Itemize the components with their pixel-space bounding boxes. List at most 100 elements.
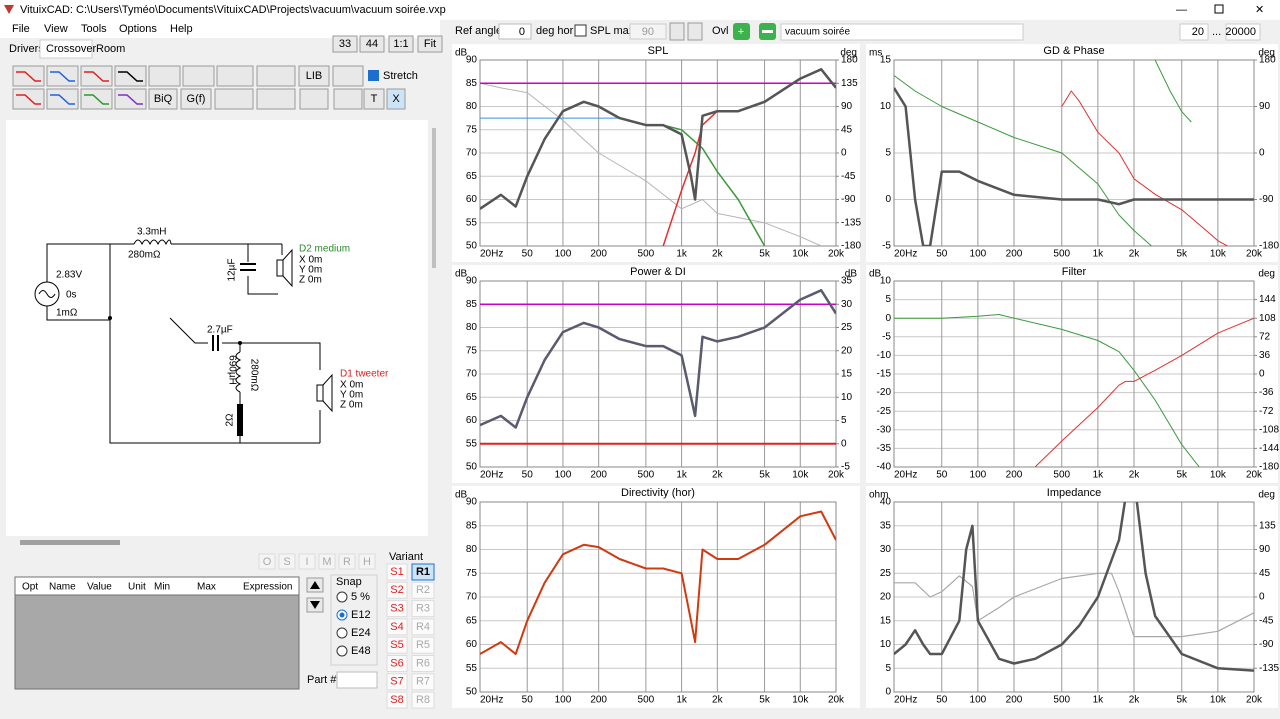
variant-r-label[interactable]: R4	[416, 621, 430, 633]
variant-s-label[interactable]: S2	[390, 584, 403, 596]
param-button[interactable]	[258, 553, 276, 570]
param-button-label[interactable]: H	[363, 556, 371, 568]
zoom-button[interactable]	[359, 35, 385, 53]
minimize-button[interactable]: —	[1176, 4, 1187, 16]
schematic-vscroll[interactable]	[432, 128, 436, 268]
r1-value[interactable]: 2Ω	[225, 413, 236, 427]
toolbar-label[interactable]: G(f)	[187, 93, 206, 105]
variant-s-button[interactable]	[386, 636, 408, 654]
variant-r-label[interactable]: R1	[416, 566, 430, 578]
toolbar-button[interactable]	[333, 88, 363, 110]
schematic-hscroll[interactable]	[20, 540, 120, 545]
menu-item[interactable]: Tools	[81, 23, 107, 35]
d2-name[interactable]: D2 medium	[299, 244, 350, 255]
toolbar-button[interactable]	[298, 65, 330, 87]
variant-s-label[interactable]: S8	[390, 694, 403, 706]
variant-r-label[interactable]: R7	[416, 676, 430, 688]
f-max[interactable]: 20000	[1225, 26, 1256, 38]
variant-s-label[interactable]: S7	[390, 676, 403, 688]
spl-max-checkbox[interactable]	[574, 24, 587, 37]
variant-r-button[interactable]	[411, 600, 435, 618]
snap-radio[interactable]	[336, 627, 348, 639]
toolbar-button[interactable]	[182, 65, 215, 87]
variant-r-label[interactable]: R2	[416, 584, 430, 596]
variant-r-label[interactable]: R6	[416, 657, 430, 669]
zoom-button-label[interactable]: 1:1	[393, 38, 408, 50]
toolbar-label[interactable]: X	[392, 93, 400, 105]
d1-name[interactable]: D1 tweeter	[340, 369, 389, 380]
tab[interactable]: Room	[96, 43, 125, 55]
snap-option[interactable]: E48	[351, 645, 371, 657]
variant-r-button[interactable]	[411, 618, 435, 636]
f-max-input[interactable]	[1225, 23, 1261, 41]
variant-s-label[interactable]: S3	[390, 603, 403, 615]
zoom-button[interactable]	[417, 35, 443, 53]
param-button-label[interactable]: I	[305, 556, 308, 568]
stretch-checkbox[interactable]	[368, 70, 379, 81]
toolbar-button[interactable]	[216, 65, 254, 87]
toolbar-button[interactable]	[148, 65, 181, 87]
l2-resistance[interactable]: 280mΩ	[248, 359, 259, 392]
param-button-label[interactable]: R	[343, 556, 351, 568]
toolbar-button[interactable]	[180, 88, 212, 110]
f-min-input[interactable]	[1179, 23, 1209, 41]
ref-angle-value[interactable]: 0	[519, 26, 525, 38]
toolbar-button[interactable]	[148, 88, 178, 110]
snap-radio[interactable]	[336, 591, 348, 603]
param-button[interactable]	[358, 553, 376, 570]
variant-s-label[interactable]: S5	[390, 639, 403, 651]
variant-r-label[interactable]: R5	[416, 639, 430, 651]
toolbar-button[interactable]	[256, 65, 296, 87]
tab[interactable]: Crossover	[46, 43, 96, 55]
variant-s-label[interactable]: S1	[390, 566, 403, 578]
variant-s-button[interactable]	[386, 581, 408, 599]
variant-s-button[interactable]	[386, 673, 408, 691]
source-delay[interactable]: 0s	[66, 290, 77, 301]
maximize-button[interactable]	[1214, 4, 1224, 14]
snap-option[interactable]: E24	[351, 627, 371, 639]
c1-value[interactable]: 12µF	[227, 259, 238, 282]
spl-max-value[interactable]: 90	[642, 26, 654, 38]
variant-s-button[interactable]	[386, 563, 408, 581]
toolbar-button[interactable]	[299, 88, 329, 110]
menu-item[interactable]: Help	[170, 23, 193, 35]
zoom-button[interactable]	[332, 35, 358, 53]
overlay-name[interactable]: vacuum soirée	[785, 27, 850, 38]
variant-s-button[interactable]	[386, 600, 408, 618]
param-button-label[interactable]: S	[283, 556, 290, 568]
source-resistance[interactable]: 1mΩ	[56, 308, 78, 319]
variant-r-label[interactable]: R8	[416, 694, 430, 706]
toolbar-label[interactable]: T	[371, 93, 378, 105]
tab[interactable]: Drivers	[9, 43, 44, 55]
variant-s-button[interactable]	[386, 691, 408, 709]
c2-value[interactable]: 2.7µF	[207, 325, 233, 336]
add-overlay-button[interactable]	[733, 23, 750, 40]
param-button[interactable]	[298, 553, 316, 570]
toolbar-button[interactable]	[332, 65, 364, 87]
menu-item[interactable]: View	[44, 23, 68, 35]
snap-option[interactable]: 5 %	[351, 591, 370, 603]
variant-r-button[interactable]	[411, 673, 435, 691]
menu-item[interactable]: File	[12, 23, 30, 35]
param-button[interactable]	[318, 553, 336, 570]
variant-r-button[interactable]	[411, 691, 435, 709]
toolbar-button[interactable]	[256, 88, 296, 110]
variant-r-button[interactable]	[411, 581, 435, 599]
variant-r-button[interactable]	[411, 636, 435, 654]
menu-item[interactable]: Options	[119, 23, 157, 35]
zoom-button-label[interactable]: 44	[366, 38, 378, 50]
part-input[interactable]	[336, 671, 378, 689]
param-button[interactable]	[338, 553, 356, 570]
variant-s-label[interactable]: S4	[390, 621, 403, 633]
f-min[interactable]: 20	[1192, 26, 1204, 38]
param-button-label[interactable]: O	[263, 556, 272, 568]
toolbar-label[interactable]: BiQ	[154, 93, 173, 105]
l1-resistance[interactable]: 280mΩ	[128, 250, 161, 261]
zoom-button-label[interactable]: 33	[339, 38, 351, 50]
variant-r-button[interactable]	[411, 655, 435, 672]
zoom-button[interactable]	[388, 35, 414, 53]
variant-s-button[interactable]	[386, 618, 408, 636]
spl-max-spin[interactable]	[669, 22, 685, 41]
autoscale-button[interactable]	[687, 22, 703, 41]
snap-option[interactable]: E12	[351, 609, 371, 621]
